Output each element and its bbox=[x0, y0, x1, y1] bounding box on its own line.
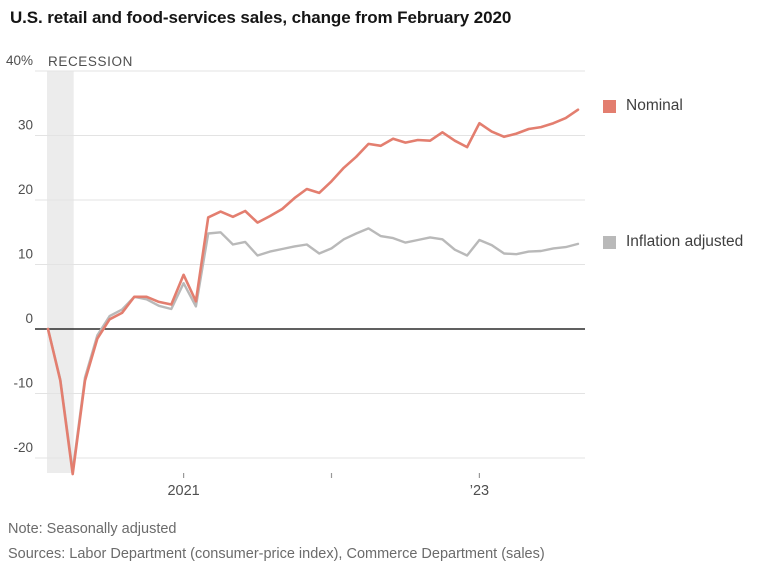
nominal-swatch-icon bbox=[603, 99, 616, 113]
series-line-nominal bbox=[46, 108, 580, 476]
legend-item-nominal: Nominal bbox=[603, 97, 683, 115]
chart-title: U.S. retail and food-services sales, cha… bbox=[10, 8, 512, 27]
recession-band bbox=[47, 71, 74, 473]
y-tick-label: -20 bbox=[13, 440, 33, 455]
legend-nominal-label: Nominal bbox=[626, 97, 683, 114]
x-tick-label: 2021 bbox=[167, 483, 199, 499]
sources-line: Sources: Labor Department (consumer-pric… bbox=[8, 546, 545, 562]
y-tick-label: 40% bbox=[6, 53, 33, 68]
y-tick-label: 30 bbox=[18, 118, 33, 133]
legend-item-inflation-adjusted: Inflation adjusted bbox=[603, 233, 743, 251]
y-tick-label: 10 bbox=[18, 247, 33, 262]
y-tick-label: 20 bbox=[18, 182, 33, 197]
y-tick-label: 0 bbox=[25, 311, 33, 326]
y-tick-label: -10 bbox=[13, 376, 33, 391]
chart-footnotes: Note: Seasonally adjusted Sources: Labor… bbox=[8, 517, 545, 567]
inflation-adjusted-swatch-icon bbox=[603, 235, 616, 249]
note-line: Note: Seasonally adjusted bbox=[8, 521, 177, 537]
recession-label: RECESSION bbox=[48, 54, 133, 69]
x-tick-label: ’23 bbox=[470, 483, 489, 499]
legend-inflation-label: Inflation adjusted bbox=[626, 233, 744, 250]
